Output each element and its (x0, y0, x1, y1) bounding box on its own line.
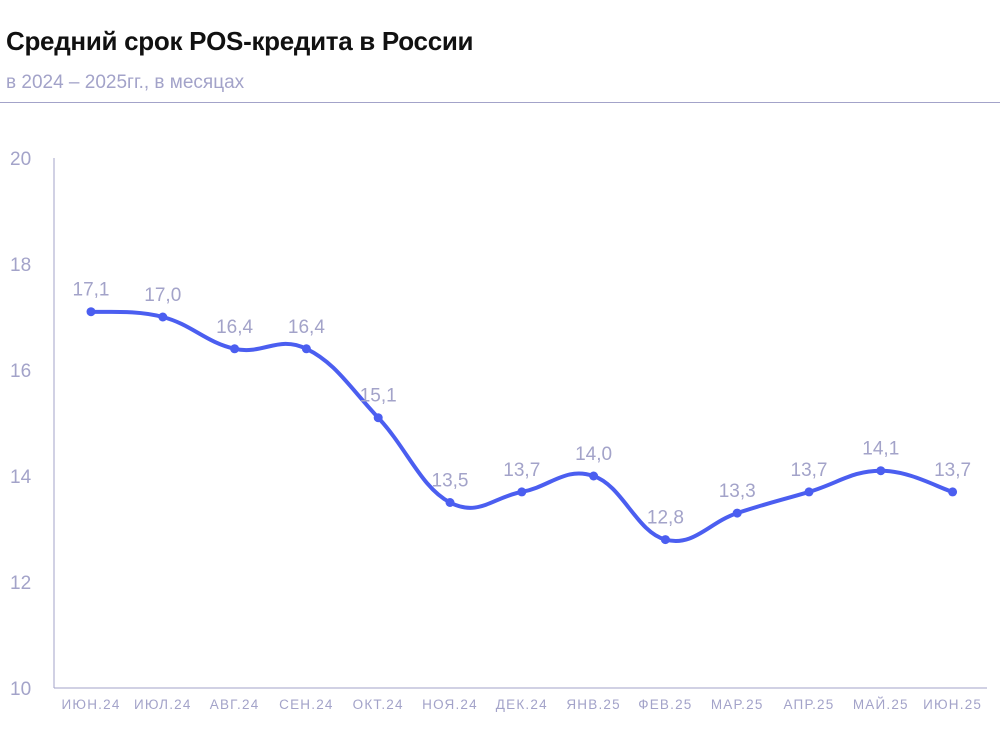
data-point (158, 312, 168, 322)
data-label: 13,7 (503, 460, 540, 481)
data-label: 15,1 (360, 386, 397, 407)
x-tick-label: МАР.25 (711, 697, 764, 712)
x-tick-label: ИЮН.24 (61, 697, 120, 712)
data-point (230, 344, 240, 354)
data-point (804, 487, 814, 497)
x-axis-ticks: ИЮН.24 ИЮЛ.24 АВГ.24 СЕН.24 ОКТ.24 НОЯ.24 ДЕК.… (61, 697, 982, 712)
data-label: 12,8 (647, 508, 684, 529)
data-point (301, 344, 311, 354)
x-tick-label: МАЙ.25 (853, 697, 909, 712)
data-labels: 17,1 17,0 16,4 16,4 15,1 13,5 13,7 14,0 12,8 13,3… (73, 280, 972, 529)
data-label: 17,1 (73, 280, 110, 301)
x-tick-label: ФЕВ.25 (638, 697, 692, 712)
data-point (876, 466, 886, 476)
data-label: 13,7 (934, 460, 971, 481)
chart-title: Средний срок POS-кредита в России (6, 26, 474, 56)
data-point (86, 307, 96, 317)
y-tick-label: 14 (10, 467, 32, 488)
x-tick-label: СЕН.24 (279, 697, 333, 712)
y-tick-label: 16 (10, 361, 31, 382)
x-tick-label: АВГ.24 (210, 697, 260, 712)
data-label: 17,0 (144, 285, 181, 306)
chart-subtitle: в 2024 – 2025гг., в месяцах (6, 72, 245, 93)
y-tick-label: 18 (10, 255, 31, 276)
header-divider (0, 102, 1000, 103)
series-group (86, 307, 958, 545)
data-label: 13,5 (432, 471, 469, 492)
x-tick-label: ОКТ.24 (353, 697, 404, 712)
y-tick-label: 12 (10, 573, 31, 594)
data-label: 14,1 (862, 439, 899, 460)
data-label: 13,3 (719, 481, 756, 502)
data-point (732, 508, 742, 518)
series-line (89, 309, 955, 543)
data-point (373, 413, 383, 423)
x-tick-label: ЯНВ.25 (566, 697, 620, 712)
data-point (517, 487, 527, 497)
x-tick-label: ДЕК.24 (496, 697, 548, 712)
x-tick-label: НОЯ.24 (422, 697, 478, 712)
data-label: 13,7 (791, 460, 828, 481)
x-tick-label: ИЮЛ.24 (134, 697, 192, 712)
data-label: 16,4 (216, 317, 253, 338)
data-point (948, 487, 958, 497)
axes (53, 158, 987, 689)
y-axis-ticks: 10 12 14 16 18 20 (10, 149, 32, 700)
y-tick-label: 10 (10, 679, 31, 700)
y-tick-label: 20 (10, 149, 31, 170)
data-point (589, 471, 599, 481)
data-point (445, 498, 455, 507)
x-tick-label: АПР.25 (784, 697, 835, 712)
data-label: 16,4 (288, 317, 325, 338)
data-point (660, 535, 670, 545)
data-label: 14,0 (575, 444, 612, 465)
x-tick-label: ИЮН.25 (923, 697, 982, 712)
